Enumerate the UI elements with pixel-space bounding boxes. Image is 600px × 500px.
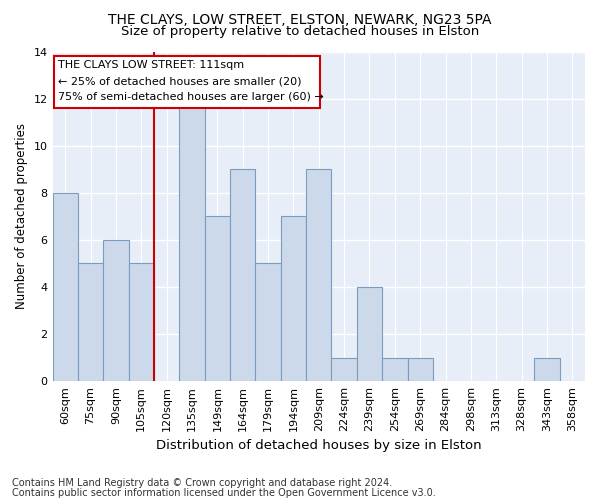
X-axis label: Distribution of detached houses by size in Elston: Distribution of detached houses by size …	[156, 440, 482, 452]
Y-axis label: Number of detached properties: Number of detached properties	[15, 124, 28, 310]
Text: 75% of semi-detached houses are larger (60) →: 75% of semi-detached houses are larger (…	[58, 92, 323, 102]
Bar	[128, 264, 154, 381]
Text: Contains public sector information licensed under the Open Government Licence v3: Contains public sector information licen…	[12, 488, 436, 498]
Bar	[331, 358, 357, 381]
Text: Size of property relative to detached houses in Elston: Size of property relative to detached ho…	[121, 25, 479, 38]
Bar	[179, 98, 205, 381]
Text: ← 25% of detached houses are smaller (20): ← 25% of detached houses are smaller (20…	[58, 76, 301, 86]
Bar	[281, 216, 306, 381]
Bar	[205, 216, 230, 381]
Bar	[256, 264, 281, 381]
Text: THE CLAYS LOW STREET: 111sqm: THE CLAYS LOW STREET: 111sqm	[58, 60, 244, 70]
Bar	[78, 264, 103, 381]
Bar	[534, 358, 560, 381]
Bar	[407, 358, 433, 381]
Bar	[103, 240, 128, 381]
Bar	[306, 169, 331, 381]
Bar	[357, 287, 382, 381]
Bar	[230, 169, 256, 381]
FancyBboxPatch shape	[54, 56, 320, 108]
Text: THE CLAYS, LOW STREET, ELSTON, NEWARK, NG23 5PA: THE CLAYS, LOW STREET, ELSTON, NEWARK, N…	[108, 12, 492, 26]
Text: Contains HM Land Registry data © Crown copyright and database right 2024.: Contains HM Land Registry data © Crown c…	[12, 478, 392, 488]
Bar	[53, 193, 78, 381]
Bar	[382, 358, 407, 381]
